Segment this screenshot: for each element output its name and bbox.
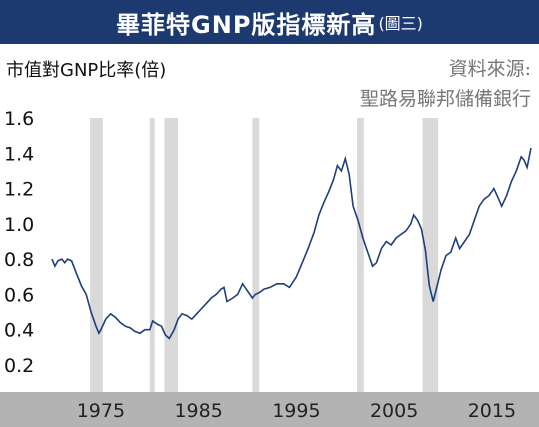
y-tick-label: 1.4 — [4, 143, 34, 165]
y-tick-label: 0.6 — [4, 284, 34, 306]
recession-band-4 — [356, 118, 364, 392]
ratio-series-line — [51, 147, 532, 340]
recession-band-5 — [422, 118, 439, 392]
y-tick-label: 1.6 — [4, 108, 34, 130]
x-tick-label: 2005 — [370, 400, 418, 422]
x-tick-label: 2015 — [468, 400, 516, 422]
x-tick-label: 1995 — [272, 400, 320, 422]
chart-subtitle: (圖三) — [378, 14, 423, 33]
recession-band-3 — [252, 118, 260, 392]
x-tick-label: 1985 — [174, 400, 222, 422]
chart-title: 畢菲特GNP版指標新高 — [116, 10, 377, 39]
x-tick-labels: 1975 1985 1995 2005 2015 — [77, 400, 516, 422]
recession-bands — [90, 118, 439, 392]
source-label: 資料來源: — [448, 58, 531, 80]
y-axis-label: 市值對GNP比率(倍) — [6, 60, 167, 81]
title-bar: 畢菲特GNP版指標新高 (圖三) — [0, 0, 539, 44]
recession-band-2 — [164, 118, 179, 392]
x-tick-label: 1975 — [77, 400, 125, 422]
x-axis-band — [0, 392, 539, 427]
y-tick-label: 0.4 — [4, 320, 34, 342]
y-tick-label: 1.0 — [4, 214, 34, 236]
source-note: 資料來源: 聖路易聯邦儲備銀行 — [360, 54, 531, 114]
y-tick-label: 0.8 — [4, 249, 34, 271]
y-tick-label: 0.2 — [4, 355, 34, 377]
y-tick-labels: 0.2 0.4 0.6 0.8 1.0 1.2 1.4 1.6 — [4, 108, 34, 377]
recession-band-1 — [149, 118, 155, 392]
source-name: 聖路易聯邦儲備銀行 — [359, 88, 531, 110]
y-tick-label: 1.2 — [4, 179, 34, 201]
recession-band-0 — [90, 118, 103, 392]
